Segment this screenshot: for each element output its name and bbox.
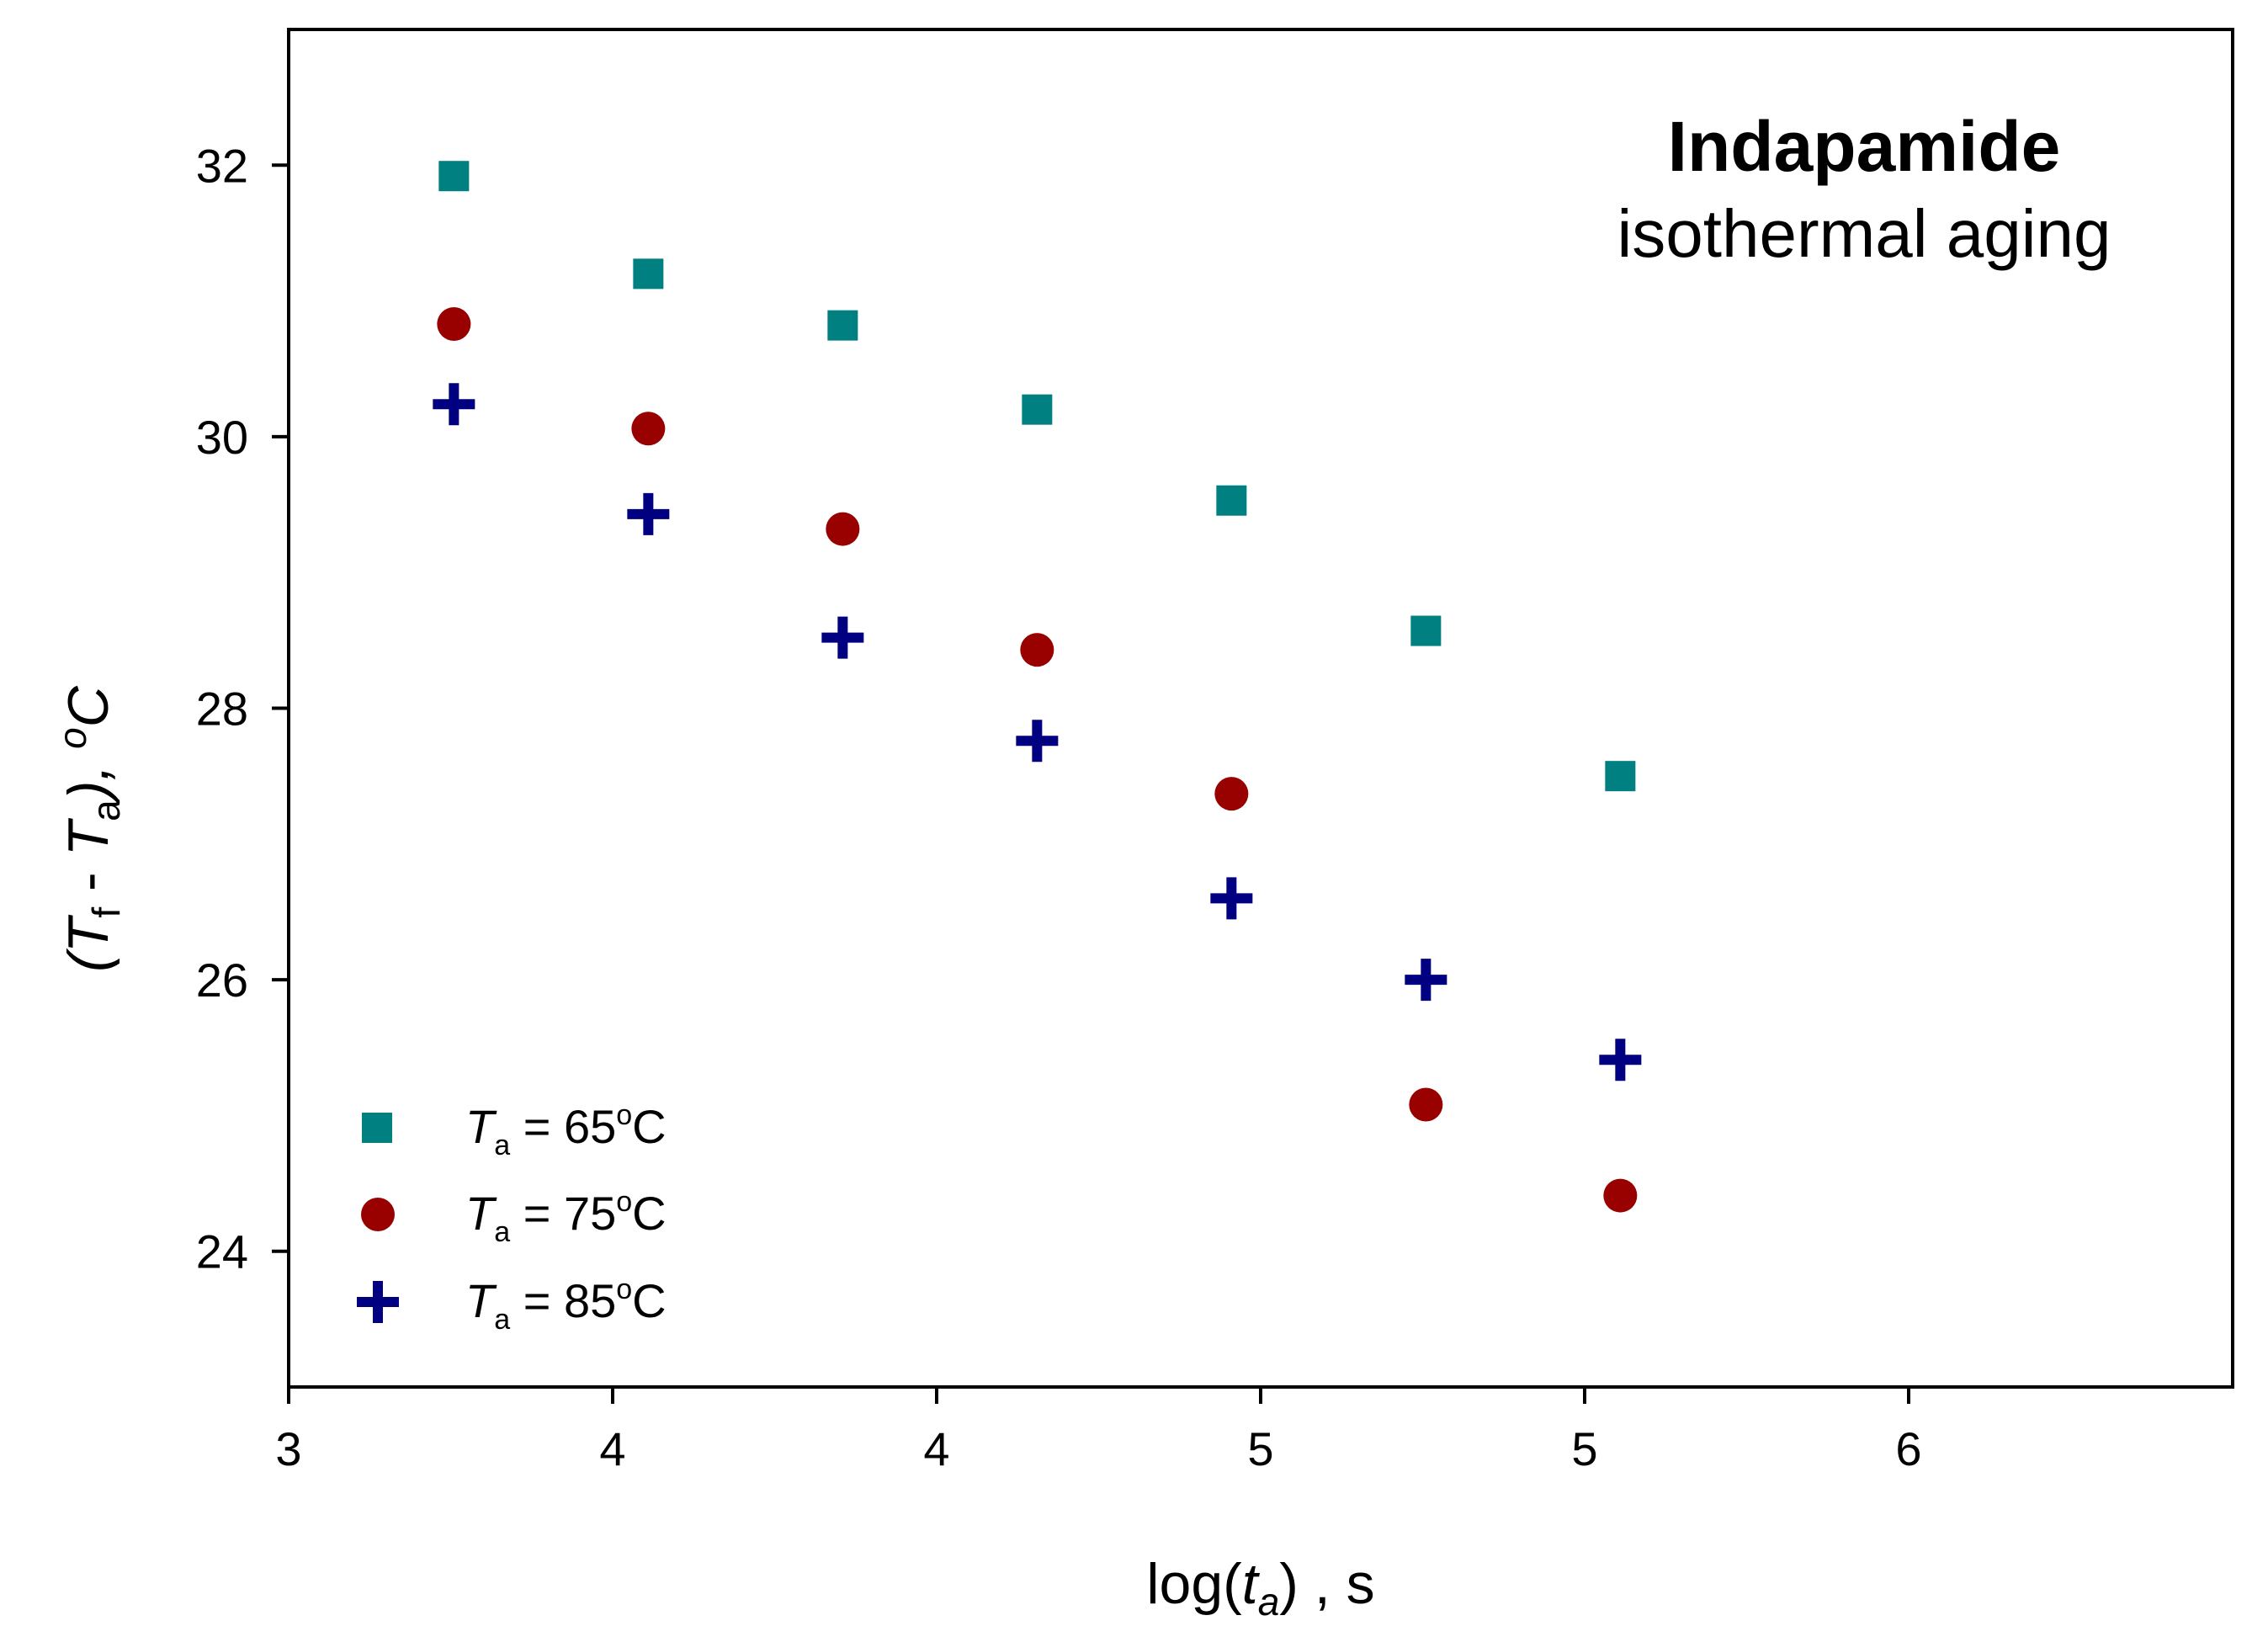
- y-axis-title-sup: o: [50, 727, 94, 749]
- point-75-1: [631, 412, 666, 446]
- y-axis-title-var2: T: [56, 817, 120, 856]
- point-85-0: [433, 383, 475, 426]
- legend-75-eq: = 75: [510, 1187, 616, 1240]
- legend-marker-65: [362, 1113, 392, 1143]
- y-tick-label-4: 32: [196, 139, 248, 192]
- point-65-6: [1605, 761, 1636, 792]
- y-axis-title-minus: -: [56, 856, 120, 906]
- point-85-6: [1599, 1039, 1642, 1081]
- legend-85-sup: o: [616, 1273, 632, 1305]
- y-axis-title-var1: T: [56, 914, 120, 953]
- point-65-1: [633, 258, 664, 290]
- x-axis-title-suffix: ) , s: [1279, 1552, 1374, 1616]
- legend-85-unit: C: [632, 1274, 666, 1327]
- legend-75-var: T: [465, 1187, 497, 1240]
- point-65-4: [1216, 485, 1247, 516]
- x-tick-label-4: 5: [1571, 1422, 1597, 1475]
- point-85-5: [1405, 959, 1447, 1002]
- point-85-2: [821, 616, 864, 659]
- x-axis-title-var: t: [1242, 1552, 1261, 1616]
- point-85-3: [1016, 720, 1059, 763]
- legend-65-unit: C: [632, 1100, 666, 1153]
- legend-marker-75: [361, 1198, 395, 1231]
- legend-65-eq: = 65: [510, 1100, 616, 1153]
- data-points: [433, 161, 1642, 1213]
- y-axis-title-close: ),: [56, 749, 120, 805]
- x-tick-label-0: 3: [275, 1422, 301, 1475]
- point-75-5: [1409, 1087, 1443, 1122]
- x-axis-title-sub: a: [1258, 1580, 1280, 1623]
- x-tick-label-1: 4: [599, 1422, 625, 1475]
- point-65-0: [438, 161, 470, 192]
- x-tick-label-2: 4: [923, 1422, 949, 1475]
- chart-title: Indapamide: [1668, 107, 2061, 186]
- legend-65-var: T: [465, 1100, 497, 1153]
- point-85-1: [627, 492, 670, 535]
- axis-tick-labels: 3 4 4 5 5 6 24 26 28 30 32: [196, 139, 1922, 1475]
- point-65-2: [827, 310, 858, 341]
- y-axis-title: (Tf - Ta), oC: [50, 685, 128, 972]
- x-tick-label-5: 6: [1895, 1422, 1921, 1475]
- y-axis-title-unit: C: [56, 685, 120, 727]
- y-axis-title-sub2: a: [84, 800, 128, 821]
- point-75-0: [437, 307, 471, 342]
- y-tick-label-1: 26: [196, 954, 248, 1007]
- legend-65-sub: a: [494, 1129, 510, 1161]
- y-axis-title-sub1: f: [84, 907, 128, 918]
- legend-75-sub: a: [494, 1216, 510, 1248]
- legend-label-75: Ta = 75oC: [465, 1186, 667, 1248]
- y-tick-label-2: 28: [196, 683, 248, 736]
- point-85-4: [1210, 877, 1253, 920]
- legend-marker-85: [357, 1281, 399, 1323]
- legend-label-65: Ta = 65oC: [465, 1099, 667, 1161]
- legend-75-sup: o: [616, 1186, 632, 1218]
- point-65-5: [1410, 615, 1442, 646]
- x-tick-label-3: 5: [1247, 1422, 1273, 1475]
- legend: Ta = 65oC Ta = 75oC Ta = 85oC: [357, 1099, 667, 1336]
- legend-75-unit: C: [632, 1187, 666, 1240]
- chart-subtitle: isothermal aging: [1617, 196, 2111, 271]
- x-axis-title: log(ta) , s: [1146, 1552, 1374, 1623]
- point-75-4: [1214, 777, 1249, 811]
- legend-85-var: T: [465, 1274, 497, 1327]
- legend-65-sup: o: [616, 1099, 632, 1131]
- legend-85-sub: a: [494, 1304, 510, 1336]
- point-75-3: [1020, 633, 1054, 667]
- legend-label-85: Ta = 85oC: [465, 1273, 667, 1336]
- point-75-2: [826, 512, 860, 546]
- y-tick-label-0: 24: [196, 1225, 248, 1278]
- point-65-3: [1022, 394, 1053, 425]
- point-75-6: [1603, 1178, 1638, 1213]
- x-axis-title-prefix: log(: [1146, 1552, 1242, 1616]
- legend-85-eq: = 85: [510, 1274, 616, 1327]
- y-tick-label-3: 30: [196, 411, 248, 464]
- axis-ticks: [272, 163, 1910, 1404]
